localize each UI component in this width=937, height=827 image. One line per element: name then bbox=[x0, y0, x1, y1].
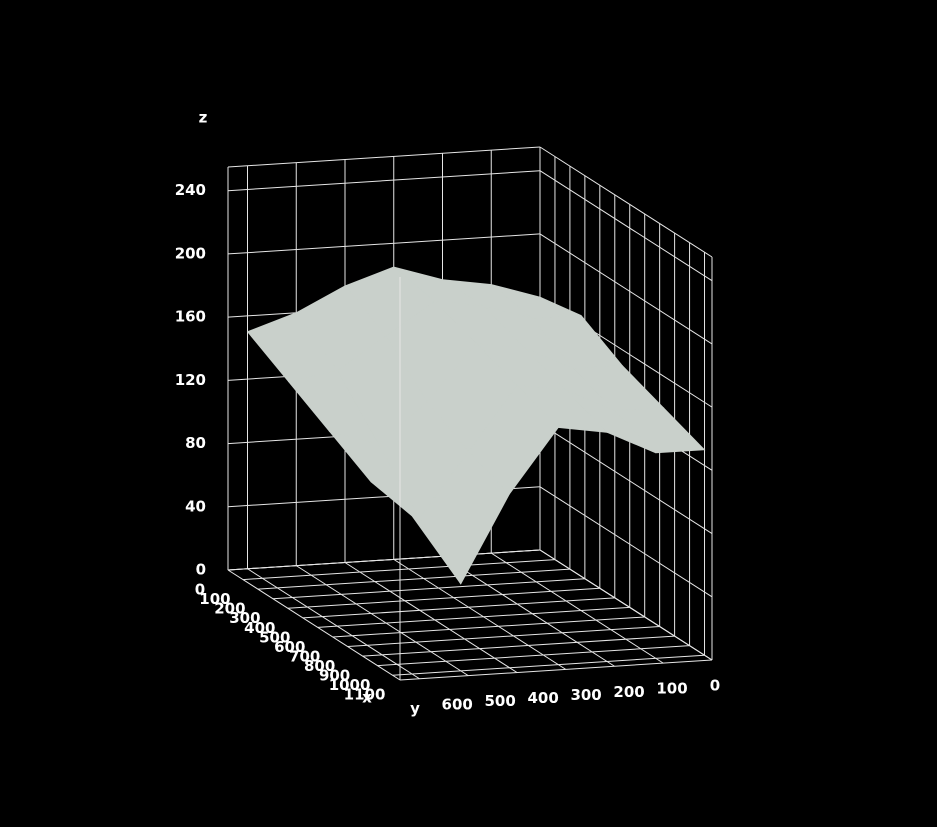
y-tick-label: 500 bbox=[485, 692, 516, 710]
grid-line bbox=[332, 616, 645, 638]
grid-line bbox=[227, 170, 541, 192]
box-edge bbox=[399, 659, 713, 681]
grid-line bbox=[539, 423, 713, 534]
grid-line bbox=[272, 578, 585, 600]
x-tick-label: 600 bbox=[274, 638, 305, 656]
x-tick-label: 900 bbox=[319, 667, 350, 685]
y-tick-label: 300 bbox=[570, 686, 601, 704]
grid-line bbox=[539, 233, 713, 345]
z-tick-label: 240 bbox=[175, 181, 206, 199]
grid-line bbox=[377, 645, 690, 667]
z-axis-label: z bbox=[199, 109, 208, 127]
x-tick-label: 100 bbox=[199, 590, 230, 608]
grid-line bbox=[242, 559, 555, 581]
z-tick-label: 80 bbox=[185, 434, 206, 452]
x-tick-label: 400 bbox=[244, 619, 275, 637]
z-tick-label: 40 bbox=[185, 497, 206, 515]
x-tick-label: 0 bbox=[195, 581, 205, 599]
box-edge bbox=[539, 146, 713, 258]
grid-line bbox=[362, 635, 675, 657]
y-tick-label: 400 bbox=[527, 689, 558, 707]
x-tick-label: 200 bbox=[214, 600, 245, 618]
box-edge bbox=[227, 146, 541, 168]
grid-line bbox=[392, 654, 705, 676]
grid-line bbox=[317, 606, 630, 628]
grid-line bbox=[393, 558, 567, 670]
grid-line bbox=[247, 568, 420, 680]
y-tick-label: 0 bbox=[710, 677, 720, 695]
x-tick-label: 800 bbox=[304, 657, 335, 675]
x-tick-label: 700 bbox=[289, 647, 320, 665]
grid-line bbox=[539, 549, 713, 661]
grid-line bbox=[344, 562, 518, 673]
y-tick-label: 100 bbox=[656, 680, 687, 698]
x-tick-label: 1100 bbox=[344, 686, 386, 704]
z-tick-label: 200 bbox=[175, 244, 206, 262]
grid-line bbox=[257, 568, 570, 590]
x-tick-label: 300 bbox=[229, 609, 260, 627]
grid-line bbox=[490, 552, 664, 664]
x-tick-label: 500 bbox=[259, 628, 290, 646]
grid-line bbox=[295, 565, 469, 677]
grid-line bbox=[539, 170, 713, 282]
grid-line bbox=[302, 597, 615, 619]
z-tick-label: 0 bbox=[196, 561, 206, 579]
y-axis-label: y bbox=[410, 700, 420, 718]
z-tick-label: 120 bbox=[175, 371, 206, 389]
x-tick-label: 1000 bbox=[329, 676, 371, 694]
grid-line bbox=[227, 549, 541, 571]
grid-line bbox=[287, 587, 600, 609]
grid-line bbox=[442, 555, 615, 667]
y-tick-label: 200 bbox=[613, 683, 644, 701]
y-tick-label: 600 bbox=[442, 695, 473, 713]
z-tick-label: 160 bbox=[175, 308, 206, 326]
grid-line bbox=[539, 486, 713, 598]
x-axis-label: x bbox=[362, 689, 372, 707]
grid-line bbox=[227, 233, 541, 255]
box-edge bbox=[227, 569, 401, 681]
surface-patch bbox=[370, 481, 462, 585]
